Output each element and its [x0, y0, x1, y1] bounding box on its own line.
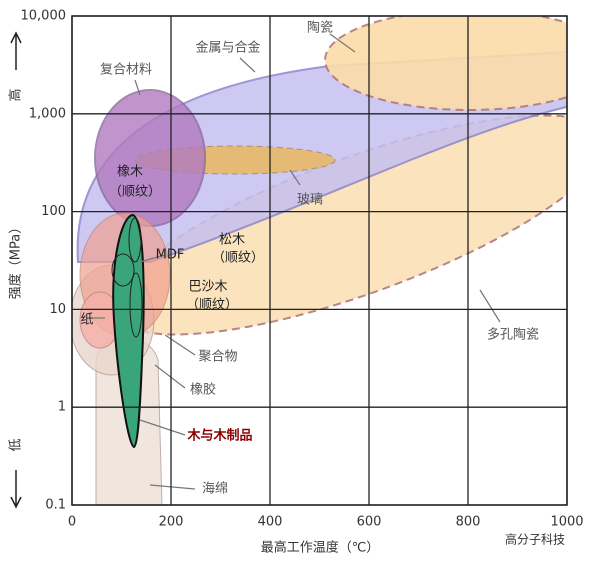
- region-label: （顺纹）: [212, 251, 264, 266]
- region-label: 巴沙木: [188, 280, 227, 295]
- y-high: 高: [8, 88, 24, 101]
- region-composites: [94, 89, 206, 227]
- region-label: （顺纹）: [109, 185, 161, 200]
- arrow-down: [10, 470, 22, 509]
- arrow-up: [10, 31, 22, 70]
- x-tick-label: 400: [258, 515, 283, 530]
- y-tick-label: 10: [49, 302, 66, 317]
- region-label: MDF: [156, 248, 185, 263]
- region-label: 复合材料: [100, 63, 152, 78]
- region-label: 金属与合金: [195, 40, 260, 56]
- region-wood-inner: [128, 217, 142, 263]
- region-label: 多孔陶瓷: [487, 327, 539, 343]
- y-tick-label: 100: [41, 204, 66, 219]
- region-label: 木与木制品: [186, 428, 252, 444]
- x-tick-label: 200: [159, 515, 184, 530]
- x-tick-label: 1000: [550, 515, 583, 530]
- y-tick-label: 1,000: [29, 106, 66, 121]
- y-low: 低: [9, 438, 24, 451]
- region-label: 聚合物: [198, 350, 237, 365]
- x-tick-label: 800: [456, 515, 481, 530]
- region-wood-inner: [111, 253, 135, 287]
- region-label: 橡胶: [190, 382, 216, 398]
- leaders: [92, 33, 501, 490]
- region-label: （顺纹）: [186, 298, 238, 313]
- x-tick-label: 600: [357, 515, 382, 530]
- watermark: 高分子科技: [505, 532, 565, 547]
- region-label: 陶瓷: [307, 20, 333, 36]
- region-label: 海绵: [202, 482, 228, 497]
- y-axis-label: 强度（MPa）: [8, 221, 24, 299]
- y-tick-label: 10,000: [21, 9, 67, 24]
- region-label: 纸: [80, 313, 93, 328]
- region-label: 松木: [219, 233, 245, 248]
- regions: [72, 16, 567, 505]
- region-label: 玻璃: [297, 193, 323, 208]
- y-tick-label: 1: [58, 400, 66, 415]
- y-tick-label: 0.1: [45, 498, 66, 513]
- region-wood-inner: [129, 272, 143, 338]
- region-ceramics: [324, 16, 567, 111]
- x-tick-label: 0: [68, 515, 76, 530]
- region-label: 橡木: [117, 165, 143, 180]
- x-axis-label: 最高工作温度（℃）: [261, 540, 380, 556]
